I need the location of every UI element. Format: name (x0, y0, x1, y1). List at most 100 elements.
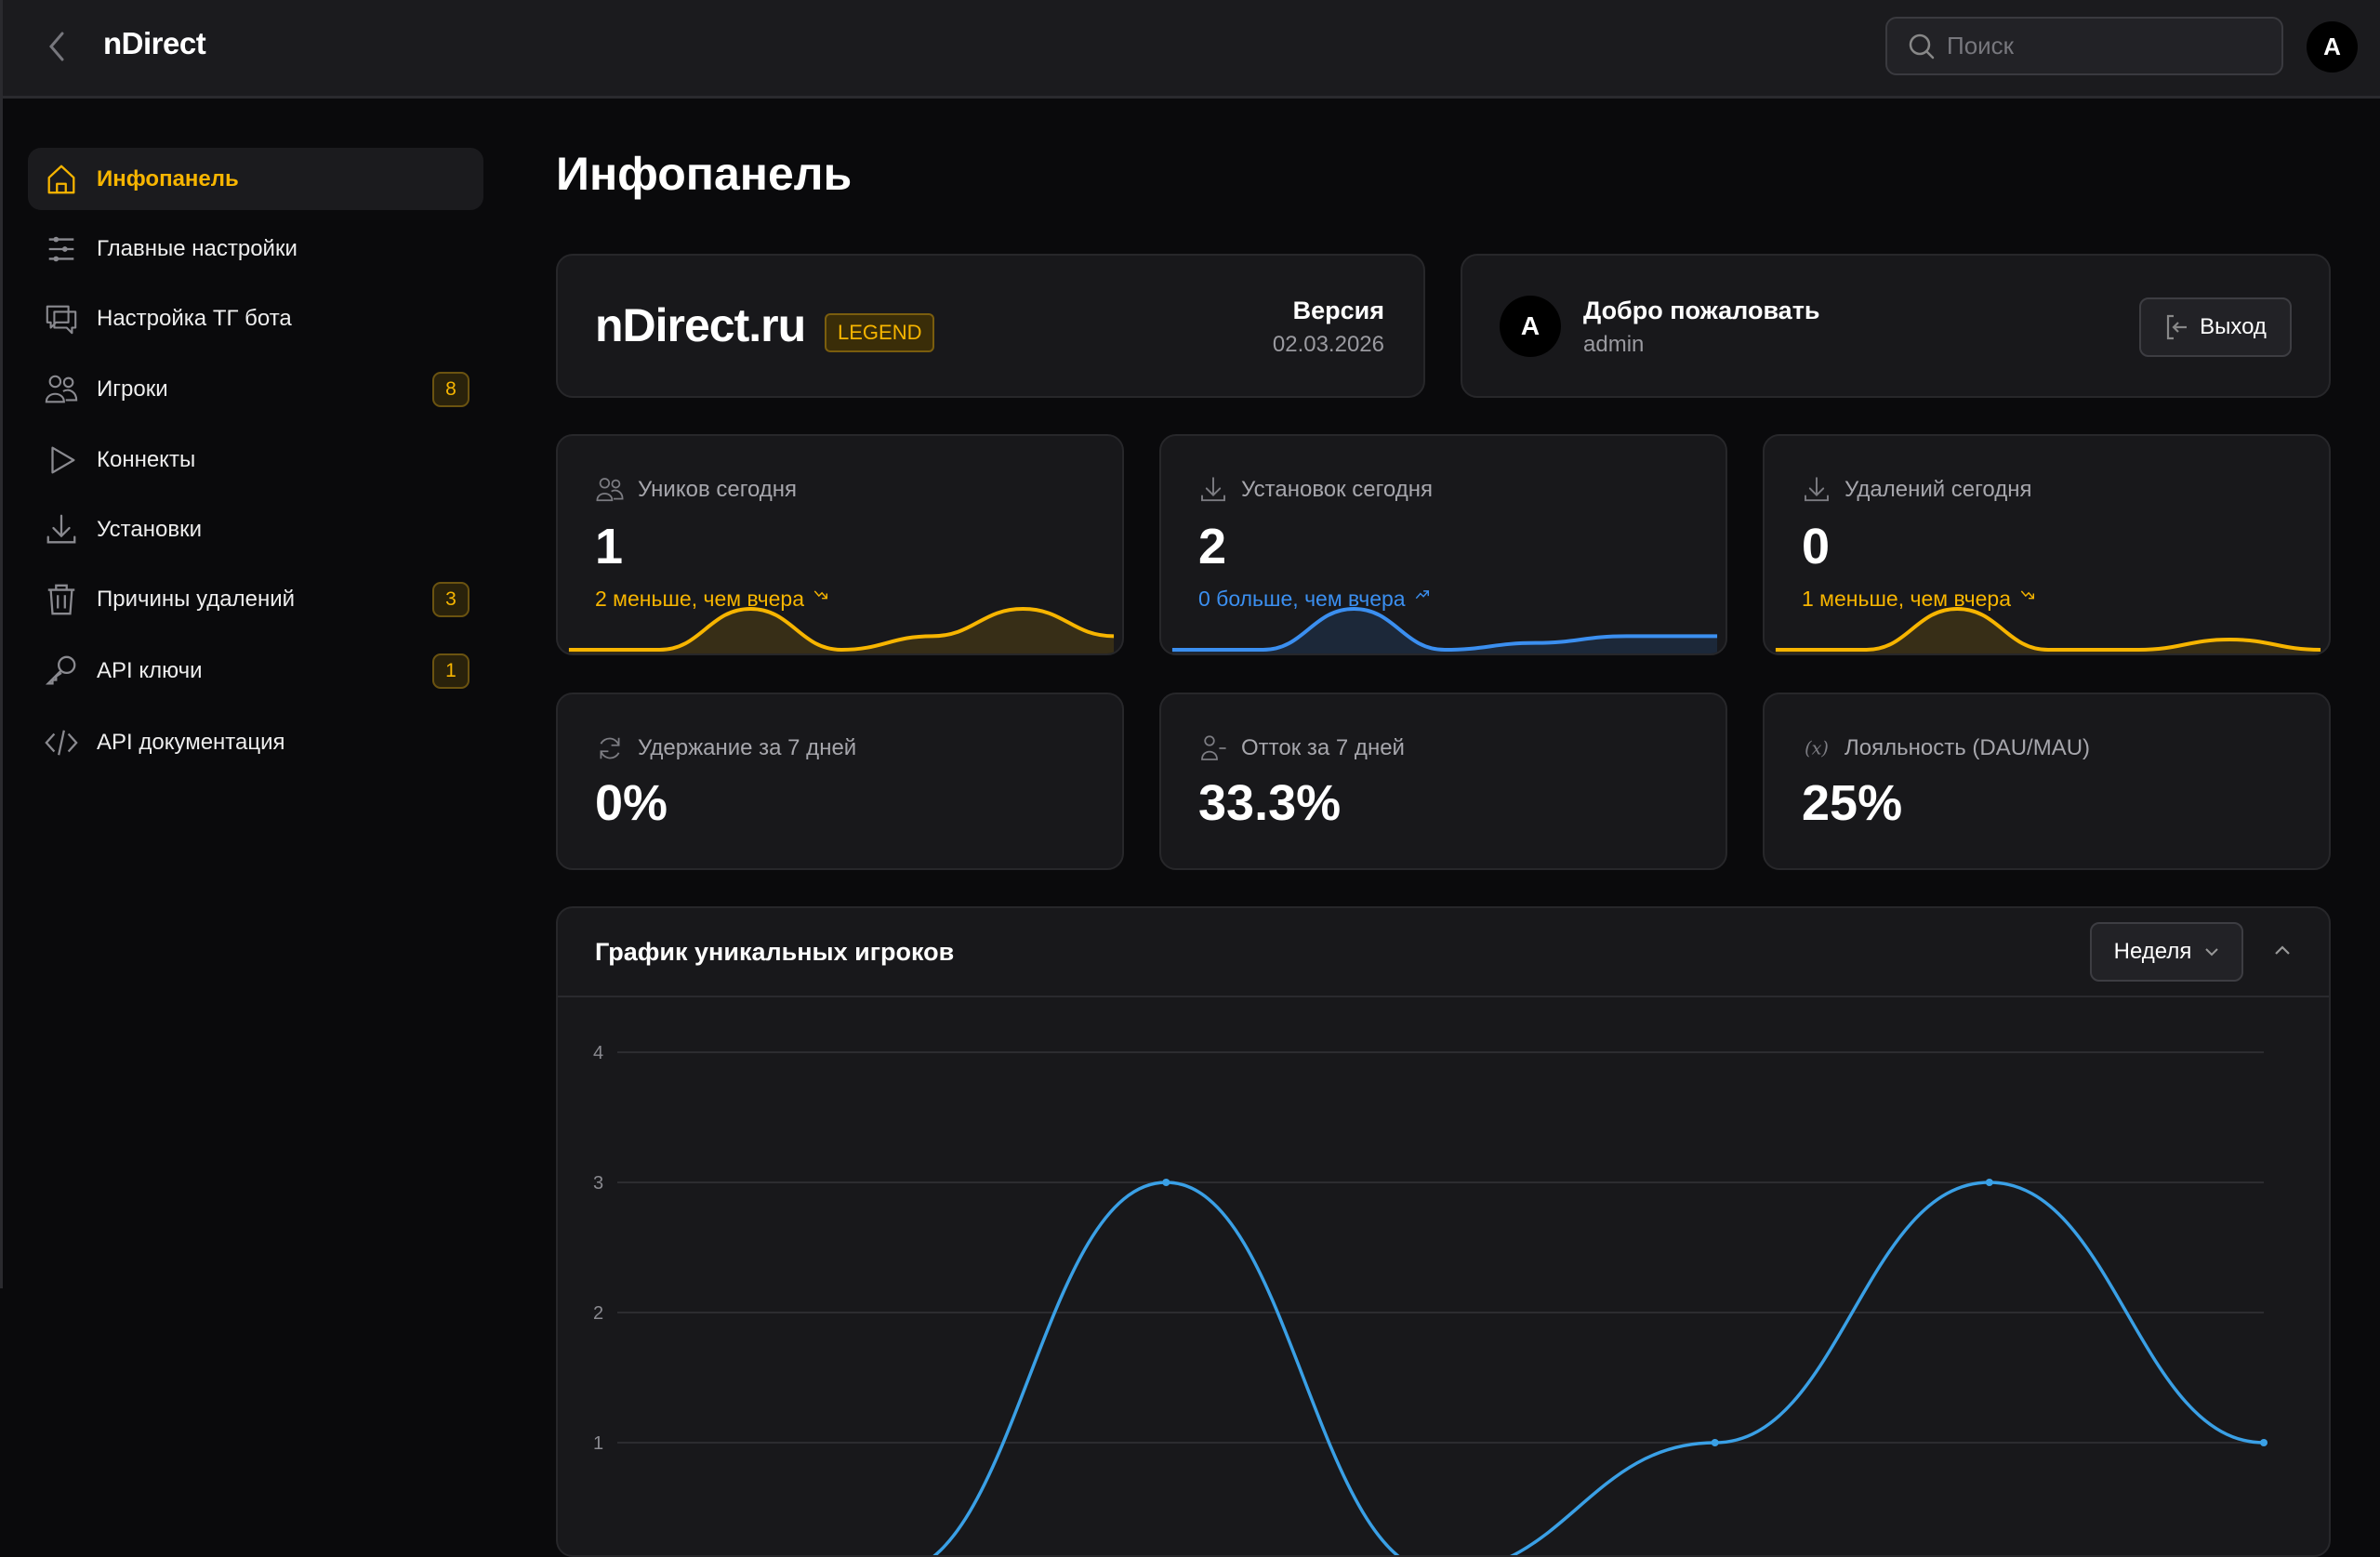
sidebar-item-download[interactable]: Установки (28, 498, 483, 561)
series-line (932, 1181, 2265, 1555)
sparkline-line (1775, 606, 2321, 652)
play-icon (51, 446, 75, 473)
trend-down-icon (813, 589, 828, 599)
logout-label: Выход (2200, 314, 2267, 339)
y-tick-label: 1 (593, 1433, 603, 1454)
sidebar-item-key[interactable]: API ключи 1 (28, 640, 483, 702)
sidebar-item-users[interactable]: Игроки 8 (28, 358, 483, 420)
divider (558, 996, 2329, 997)
logout-icon (2166, 314, 2188, 340)
stat-trend: 1 меньше, чем вчера (1802, 587, 2044, 612)
sparkline-line (568, 606, 1115, 653)
refresh-icon (600, 737, 620, 759)
metric-value: 25% (1802, 775, 1903, 831)
key-icon (45, 655, 76, 684)
metric-label: Удержание за 7 дней (638, 735, 857, 760)
line-chart: 01234 (593, 1043, 2268, 1555)
trend-down-icon (2020, 589, 2035, 599)
sidebar-item-label: Игроки (97, 376, 168, 402)
trend-text: 1 меньше, чем вчера (1802, 587, 2012, 611)
search-icon (1909, 33, 1935, 59)
stat-card: Установок сегодня 2 0 больше, чем вчера (1159, 434, 1727, 655)
sliders-icon (48, 236, 74, 261)
sidebar-item-chat[interactable]: Настройка ТГ бота (28, 287, 483, 350)
metric-header: (x) Лояльность (DAU/MAU) (1802, 733, 2090, 763)
sidebar-item-label: Причины удалений (97, 586, 296, 612)
users-icon (596, 478, 624, 502)
download-icon (1805, 477, 1829, 502)
count-badge: 8 (432, 371, 469, 407)
stat-label: Установок сегодня (1241, 477, 1433, 502)
function-icon: (x) (1805, 737, 1829, 759)
trend-text: 2 меньше, чем вчера (595, 587, 805, 611)
welcome-title: Добро пожаловать (1583, 297, 1820, 324)
data-point[interactable] (1985, 1179, 1993, 1186)
sidebar-item-label: Настройка ТГ бота (97, 305, 292, 331)
search-input[interactable] (1947, 32, 2263, 60)
sidebar-item-label: Главные настройки (97, 235, 298, 261)
metric-card: (x) Лояльность (DAU/MAU) 25% (1763, 693, 2331, 870)
page-title: Инфопанель (556, 148, 853, 200)
metric-label: Отток за 7 дней (1241, 735, 1405, 760)
download-icon (1201, 477, 1225, 502)
sidebar-item-sliders[interactable]: Главные настройки (28, 218, 483, 280)
sparkline (1775, 606, 2321, 653)
plan-badge: LEGEND (825, 313, 935, 352)
site-name: nDirect.ru (595, 299, 806, 351)
user-avatar[interactable]: A (2307, 21, 2358, 73)
svg-text:(x): (x) (1805, 737, 1829, 759)
sidebar-item-code[interactable]: API документация (28, 711, 483, 773)
metric-value: 33.3% (1198, 775, 1342, 831)
stat-trend: 0 больше, чем вчера (1198, 587, 1439, 612)
version-card: nDirect.ru LEGEND Версия 02.03.2026 (556, 254, 1425, 398)
version-label: Версия (1292, 297, 1384, 324)
download-icon (46, 514, 76, 543)
period-value: Неделя (2113, 939, 2192, 964)
metric-card: Отток за 7 дней 33.3% (1159, 693, 1727, 870)
sparkline-area (1171, 609, 1718, 653)
avatar: A (1500, 296, 1561, 357)
logout-button[interactable]: Выход (2139, 297, 2292, 357)
metric-label: Лояльность (DAU/MAU) (1844, 735, 2091, 760)
sidebar-item-label: Инфопанель (97, 165, 239, 191)
top-bar: nDirect A (0, 0, 2380, 99)
sidebar-item-label: API документация (97, 729, 285, 755)
back-chevron-icon[interactable] (46, 30, 68, 63)
metric-card: Удержание за 7 дней 0% (556, 693, 1124, 870)
period-select[interactable]: Неделя (2090, 922, 2243, 982)
version-value: 02.03.2026 (1272, 332, 1384, 357)
count-badge: 3 (432, 581, 469, 617)
chevron-up-icon[interactable] (2268, 936, 2296, 964)
search-box[interactable] (1885, 17, 2283, 75)
count-badge: 1 (432, 653, 469, 689)
chevron-down-icon (2205, 948, 2219, 957)
app-title: nDirect (103, 26, 206, 60)
stat-value: 0 (1802, 519, 1831, 574)
sidebar-item-trash[interactable]: Причины удалений 3 (28, 568, 483, 630)
trend-text: 0 больше, чем вчера (1198, 587, 1406, 611)
sparkline-area (1775, 609, 2321, 653)
stat-card: Уников сегодня 1 2 меньше, чем вчера (556, 434, 1124, 655)
sparkline-area (568, 609, 1115, 653)
home-icon (47, 165, 75, 193)
stat-label: Удалений сегодня (1844, 477, 2032, 502)
stat-card: Удалений сегодня 0 1 меньше, чем вчера (1763, 434, 2331, 655)
sparkline (568, 606, 1115, 653)
code-icon (45, 729, 78, 756)
stat-header: Установок сегодня (1198, 475, 1433, 505)
sidebar-item-home[interactable]: Инфопанель (28, 148, 483, 210)
data-point[interactable] (1162, 1179, 1170, 1186)
metric-value: 0% (595, 775, 668, 831)
stat-value: 1 (595, 519, 624, 574)
y-tick-label: 2 (593, 1303, 603, 1324)
sidebar-item-label: Установки (97, 516, 202, 542)
data-point[interactable] (2260, 1439, 2268, 1446)
welcome-card: A Добро пожаловать admin Выход (1461, 254, 2331, 398)
data-point[interactable] (1711, 1439, 1719, 1446)
sparkline (1171, 606, 1718, 653)
sidebar-item-play[interactable]: Коннекты (28, 429, 483, 491)
chart-title: График уникальных игроков (595, 938, 955, 966)
stat-header: Уников сегодня (595, 475, 797, 505)
sidebar-item-label: Коннекты (97, 446, 196, 472)
chat-icon (46, 305, 77, 334)
